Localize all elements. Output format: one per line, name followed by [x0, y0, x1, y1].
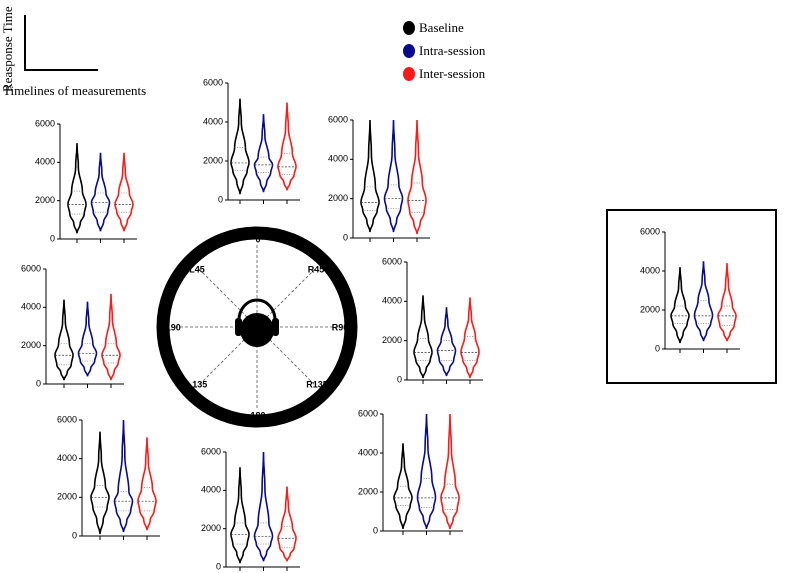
y-tick-label: 0 — [218, 194, 223, 204]
y-tick-label: 2000 — [640, 304, 660, 314]
wheel — [156, 226, 358, 428]
direction-label: R90 — [332, 322, 349, 332]
violin — [440, 413, 460, 530]
y-tick-label: 6000 — [57, 414, 77, 424]
y-tick-label: 4000 — [57, 453, 77, 463]
violin — [113, 419, 134, 533]
violin-panel: 0 2000 4000 6000 — [358, 408, 463, 535]
y-tick-label: 0 — [72, 530, 77, 540]
legend-marker — [403, 67, 415, 81]
y-tick-label: 2000 — [57, 492, 77, 502]
y-tick-label: 4000 — [640, 265, 660, 275]
earcup — [272, 318, 279, 336]
head — [240, 313, 274, 347]
direction-label: R135 — [306, 379, 328, 389]
direction-label: 180 — [250, 410, 265, 420]
y-tick-label: 6000 — [203, 77, 223, 87]
y-tick-label: 6000 — [328, 114, 348, 124]
violin — [253, 114, 274, 193]
legend-label: Inter-session — [419, 66, 486, 81]
y-tick-label: 0 — [50, 233, 55, 243]
violin — [393, 443, 413, 530]
violin-panel: 0 2000 4000 6000 — [382, 256, 483, 384]
violin — [277, 486, 297, 562]
violin — [54, 299, 74, 381]
violin — [413, 295, 433, 379]
y-tick-label: 0 — [397, 374, 402, 384]
y-tick-label: 4000 — [35, 157, 55, 167]
violin — [101, 293, 121, 381]
y-tick-label: 4000 — [382, 296, 402, 306]
legend-label: Intra-session — [419, 43, 486, 58]
headphone-band — [237, 298, 277, 321]
y-tick-label: 4000 — [203, 116, 223, 126]
y-tick-label: 2000 — [203, 155, 223, 165]
violin — [360, 119, 380, 233]
violin — [77, 301, 98, 377]
legend-marker — [403, 21, 415, 35]
violin — [90, 431, 110, 535]
violin — [277, 102, 297, 191]
y-tick-label: 4000 — [328, 154, 348, 164]
violin — [253, 451, 274, 562]
violin — [717, 263, 737, 342]
y-tick-label: 6000 — [21, 263, 41, 273]
violin — [230, 98, 250, 195]
y-tick-label: 4000 — [358, 447, 378, 457]
direction-label: 0 — [255, 234, 260, 244]
earcup — [235, 318, 242, 336]
violin — [114, 152, 134, 232]
violin-panel: 0 2000 4000 6000 — [640, 226, 740, 353]
y-tick-label: 0 — [216, 561, 221, 571]
y-tick-label: 0 — [373, 525, 378, 535]
key-y-label: Reasponse Time — [0, 6, 15, 92]
violin — [383, 119, 404, 233]
violin-panel: 0 2000 4000 6000 — [21, 263, 124, 388]
violin — [230, 467, 250, 564]
y-tick-label: 2000 — [328, 193, 348, 203]
y-tick-label: 0 — [343, 232, 348, 242]
violin — [67, 143, 87, 234]
violin — [670, 267, 690, 344]
y-tick-label: 6000 — [640, 226, 660, 236]
wheel-ring — [156, 226, 358, 428]
violin-panel: 0 2000 4000 6000 — [57, 414, 160, 540]
violin-panel: 0 2000 4000 6000 — [35, 118, 137, 243]
violin — [460, 297, 480, 379]
y-tick-label: 4000 — [201, 485, 221, 495]
legend-label: Baseline — [419, 20, 464, 35]
direction-label: L45 — [189, 264, 205, 274]
key-x-label: Timelines of measurements — [3, 83, 146, 98]
violin-panel: 0 2000 4000 6000 — [328, 114, 430, 242]
y-tick-label: 0 — [36, 378, 41, 388]
y-tick-label: 2000 — [201, 523, 221, 533]
violin — [416, 413, 437, 530]
y-tick-label: 4000 — [21, 302, 41, 312]
direction-label: R45 — [308, 264, 325, 274]
y-tick-label: 0 — [655, 343, 660, 353]
y-tick-label: 2000 — [382, 335, 402, 345]
y-tick-label: 2000 — [35, 195, 55, 205]
violin — [407, 119, 427, 235]
y-tick-label: 2000 — [21, 340, 41, 350]
y-tick-label: 6000 — [358, 408, 378, 418]
violin — [436, 307, 457, 377]
y-tick-label: 2000 — [358, 486, 378, 496]
violin — [693, 261, 714, 342]
y-tick-label: 6000 — [201, 446, 221, 456]
highlight-box — [606, 209, 777, 384]
legend-marker — [403, 44, 415, 58]
violin-panel: 0 2000 4000 6000 — [201, 446, 300, 571]
violin — [90, 152, 111, 232]
y-tick-label: 6000 — [35, 118, 55, 128]
violin-panel: 0 2000 4000 6000 — [203, 77, 300, 204]
direction-label: L90 — [165, 322, 181, 332]
violin — [137, 437, 157, 531]
y-tick-label: 6000 — [382, 256, 402, 266]
direction-label: L135 — [187, 379, 208, 389]
